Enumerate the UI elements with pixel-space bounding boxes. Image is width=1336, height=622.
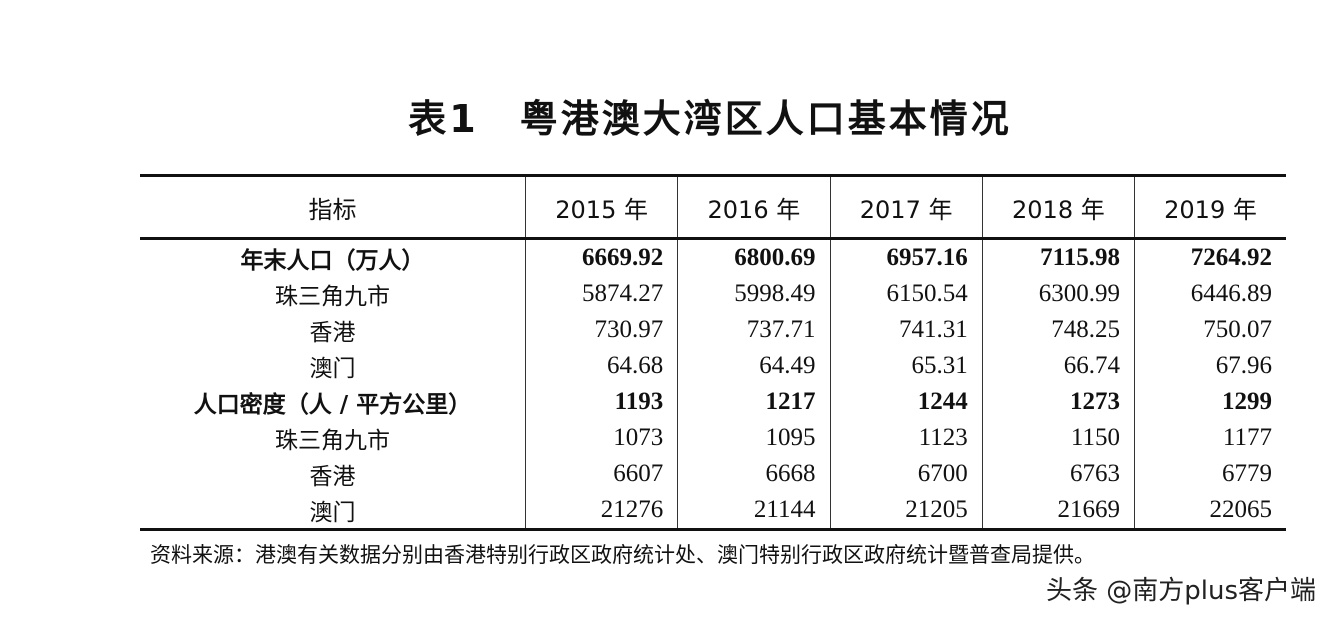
header-row: 指标 2015 年 2016 年 2017 年 2018 年 2019 年	[140, 175, 1286, 240]
cell-value: 1193	[524, 384, 678, 420]
header-2016: 2016 年	[677, 175, 830, 240]
cell-value: 21669	[981, 492, 1135, 530]
cell-value: 6763	[981, 456, 1135, 492]
table-row: 香港 730.97 737.71 741.31 748.25 750.07	[140, 312, 1286, 348]
population-table: 指标 2015 年 2016 年 2017 年 2018 年 2019 年 年末…	[140, 174, 1286, 531]
cell-value: 66.74	[981, 348, 1135, 384]
cell-value: 6669.92	[524, 238, 678, 276]
cell-value: 1073	[524, 420, 678, 456]
table-row: 人口密度（人 / 平方公里） 1193 1217 1244 1273 1299	[140, 384, 1286, 420]
table-row: 珠三角九市 1073 1095 1123 1150 1177	[140, 420, 1286, 456]
cell-value: 64.68	[524, 348, 678, 384]
watermark: 头条 @南方plus客户端	[1045, 576, 1316, 606]
table-row: 澳门 64.68 64.49 65.31 66.74 67.96	[140, 348, 1286, 384]
cell-value: 21205	[829, 492, 983, 530]
cell-value: 21276	[524, 492, 678, 530]
cell-value: 1273	[981, 384, 1135, 420]
cell-value: 1123	[829, 420, 983, 456]
cell-value: 737.71	[677, 312, 830, 348]
cell-value: 67.96	[1134, 348, 1286, 384]
row-label: 澳门	[309, 500, 356, 526]
source-note: 资料来源：港澳有关数据分别由香港特别行政区政府统计处、澳门特别行政区政府统计暨普…	[150, 543, 1095, 567]
cell-value: 5874.27	[524, 276, 678, 312]
cell-value: 1299	[1134, 384, 1286, 420]
header-2015: 2015 年	[524, 175, 678, 240]
table-row: 年末人口（万人） 6669.92 6800.69 6957.16 7115.98 7264…	[140, 238, 1286, 276]
cell-value: 6300.99	[981, 276, 1135, 312]
header-indicator: 指标	[140, 175, 526, 240]
cell-value: 1095	[677, 420, 830, 456]
cell-value: 6607	[524, 456, 678, 492]
cell-value: 748.25	[981, 312, 1135, 348]
row-label: 年末人口（万人）	[240, 248, 425, 274]
cell-value: 65.31	[829, 348, 983, 384]
cell-value: 6446.89	[1134, 276, 1286, 312]
header-2018: 2018 年	[981, 175, 1135, 240]
row-label: 珠三角九市	[275, 428, 390, 454]
cell-value: 21144	[677, 492, 830, 530]
cell-value: 6668	[677, 456, 830, 492]
cell-value: 6150.54	[829, 276, 983, 312]
table-row: 珠三角九市 5874.27 5998.49 6150.54 6300.99 6446.89	[140, 276, 1286, 312]
cell-value: 22065	[1134, 492, 1286, 530]
cell-value: 730.97	[524, 312, 678, 348]
header-2019: 2019 年	[1134, 175, 1286, 240]
row-label: 人口密度（人 / 平方公里）	[193, 392, 472, 418]
table-row: 香港 6607 6668 6700 6763 6779	[140, 456, 1286, 492]
cell-value: 6779	[1134, 456, 1286, 492]
cell-value: 1177	[1134, 420, 1286, 456]
cell-value: 5998.49	[677, 276, 830, 312]
row-label: 香港	[309, 464, 356, 490]
table-title: 表1 粤港澳大湾区人口基本情况	[408, 97, 1012, 141]
cell-value: 7264.92	[1134, 238, 1286, 276]
row-label: 澳门	[309, 356, 356, 382]
cell-value: 6800.69	[677, 238, 830, 276]
cell-value: 7115.98	[981, 238, 1135, 276]
row-label: 珠三角九市	[275, 284, 390, 310]
row-label: 香港	[309, 320, 356, 346]
table-row: 澳门 21276 21144 21205 21669 22065	[140, 492, 1286, 530]
cell-value: 6700	[829, 456, 983, 492]
cell-value: 64.49	[677, 348, 830, 384]
cell-value: 750.07	[1134, 312, 1286, 348]
cell-value: 1244	[829, 384, 983, 420]
cell-value: 1150	[981, 420, 1135, 456]
cell-value: 741.31	[829, 312, 983, 348]
header-2017: 2017 年	[829, 175, 983, 240]
cell-value: 1217	[677, 384, 830, 420]
cell-value: 6957.16	[829, 238, 983, 276]
